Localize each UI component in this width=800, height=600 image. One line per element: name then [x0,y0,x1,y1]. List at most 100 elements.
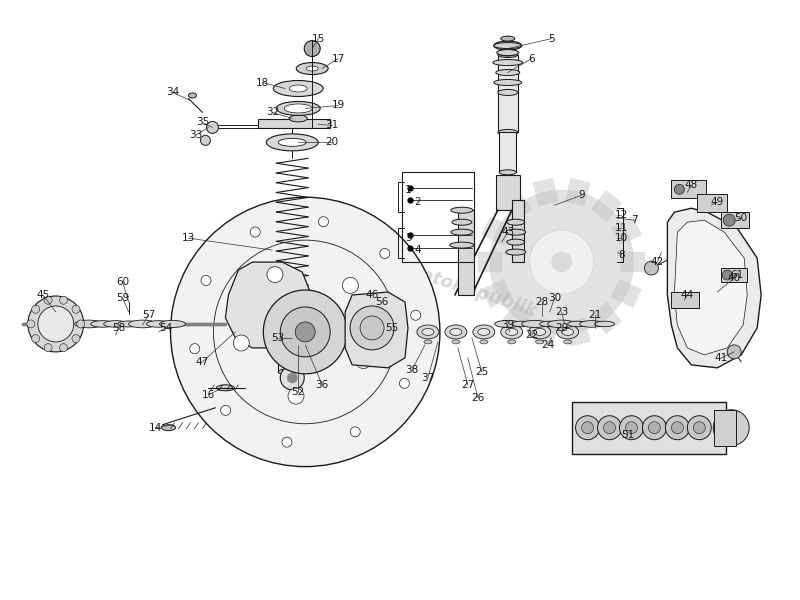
Text: 38: 38 [406,365,418,375]
Circle shape [552,252,572,272]
Text: motoRepublik: motoRepublik [400,260,539,320]
Text: 7: 7 [631,215,638,225]
Bar [714,410,736,446]
Circle shape [723,214,735,226]
Text: 8: 8 [618,250,625,260]
Circle shape [410,310,421,320]
Polygon shape [482,217,512,245]
Ellipse shape [146,320,170,327]
Text: 26: 26 [471,393,485,403]
Bar [278,334,306,372]
Ellipse shape [568,321,587,326]
Ellipse shape [473,325,494,339]
Circle shape [598,416,622,440]
Circle shape [603,422,615,434]
Circle shape [59,344,67,352]
Ellipse shape [278,139,306,146]
Ellipse shape [562,328,574,335]
Circle shape [490,190,634,334]
Circle shape [32,305,40,313]
Text: 34: 34 [166,88,179,97]
Ellipse shape [452,340,460,344]
Ellipse shape [493,59,522,65]
Ellipse shape [104,320,128,327]
Circle shape [714,410,749,446]
Ellipse shape [529,325,550,339]
Text: 52: 52 [292,387,305,397]
Circle shape [694,422,706,434]
Text: 56: 56 [375,297,389,307]
Circle shape [267,266,283,283]
Ellipse shape [579,320,603,327]
Ellipse shape [501,325,522,339]
Ellipse shape [274,80,323,97]
Text: 32: 32 [266,107,279,118]
Circle shape [380,248,390,259]
Bar [258,119,330,128]
Polygon shape [611,217,642,245]
Ellipse shape [266,134,318,151]
Circle shape [72,305,80,313]
Ellipse shape [496,70,520,76]
Ellipse shape [506,229,526,235]
Text: 21: 21 [588,310,601,320]
Ellipse shape [506,219,525,225]
Circle shape [206,121,218,133]
Text: 42: 42 [650,257,664,267]
Text: 30: 30 [548,293,562,303]
Text: 10: 10 [615,233,628,243]
Circle shape [350,427,360,437]
Circle shape [190,344,200,353]
Circle shape [727,345,742,359]
Text: 31: 31 [326,121,338,130]
Bar [402,172,474,262]
Text: 57: 57 [142,310,155,320]
Text: 49: 49 [710,197,724,207]
Text: 3: 3 [405,233,411,243]
Polygon shape [478,252,502,272]
Ellipse shape [512,321,532,326]
Ellipse shape [494,41,522,50]
Circle shape [666,416,690,440]
Ellipse shape [422,328,434,335]
Bar [458,210,474,295]
Text: 14: 14 [149,423,162,433]
Ellipse shape [162,425,175,431]
Text: 36: 36 [315,380,329,390]
Text: 37: 37 [422,373,434,383]
Bar [499,133,516,172]
Text: 47: 47 [196,357,209,367]
Ellipse shape [540,321,560,326]
Ellipse shape [594,321,614,326]
Ellipse shape [189,93,197,98]
Ellipse shape [522,320,548,328]
Text: 15: 15 [311,34,325,44]
Ellipse shape [497,50,518,56]
Circle shape [280,366,304,390]
Circle shape [671,422,683,434]
Polygon shape [622,252,646,272]
Ellipse shape [498,52,518,58]
Polygon shape [591,302,622,334]
Text: 60: 60 [116,277,130,287]
Text: 11: 11 [615,223,628,233]
Ellipse shape [506,239,525,245]
Circle shape [360,316,384,340]
Text: 55: 55 [386,323,398,333]
Ellipse shape [498,49,518,56]
Polygon shape [534,178,558,206]
Circle shape [295,322,315,342]
Circle shape [582,422,594,434]
Bar [496,175,520,210]
Polygon shape [502,302,532,334]
Ellipse shape [278,368,306,376]
Circle shape [619,416,643,440]
Text: 58: 58 [112,323,126,333]
Bar [698,194,727,212]
Ellipse shape [501,36,514,41]
Ellipse shape [290,115,307,122]
Circle shape [38,306,74,342]
Text: 16: 16 [202,390,215,400]
Text: 51: 51 [621,430,634,440]
Circle shape [642,416,666,440]
